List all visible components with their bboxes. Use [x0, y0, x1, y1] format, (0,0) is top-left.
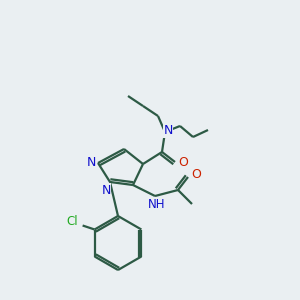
Text: N: N	[101, 184, 111, 196]
Text: N: N	[86, 157, 96, 169]
Text: NH: NH	[148, 197, 166, 211]
Text: Cl: Cl	[67, 215, 78, 228]
Text: N: N	[163, 124, 173, 137]
Text: O: O	[191, 169, 201, 182]
Text: O: O	[178, 155, 188, 169]
